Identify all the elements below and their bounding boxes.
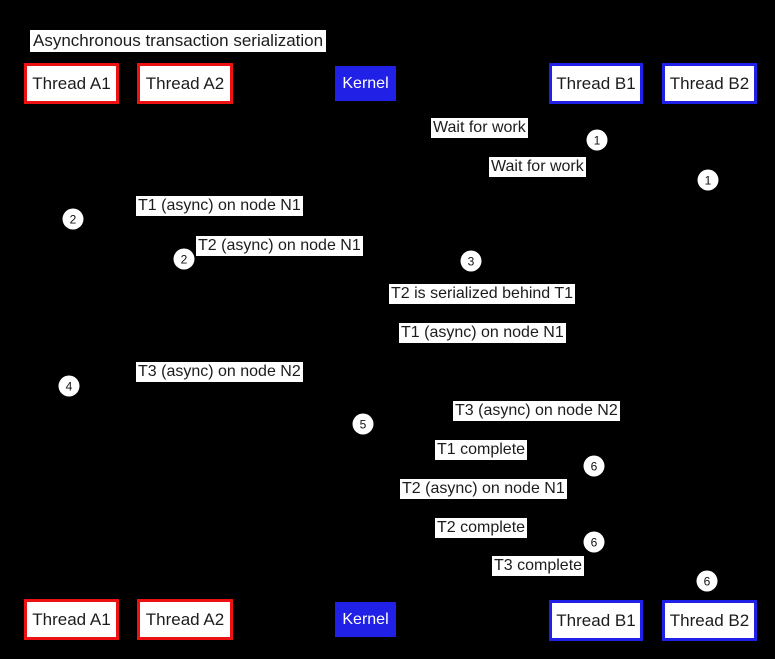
participant-box-thread-a2-bottom: Thread A2 xyxy=(137,599,233,640)
participant-box-kernel-bottom: Kernel xyxy=(335,602,396,637)
message-label: T3 (async) on node N2 xyxy=(453,401,620,421)
participant-box-thread-b1-top: Thread B1 xyxy=(549,63,643,104)
step-number-circle: 1 xyxy=(697,169,719,191)
step-number-circle: 6 xyxy=(583,531,605,553)
step-number-circle: 1 xyxy=(586,129,608,151)
message-label: T2 (async) on node N1 xyxy=(400,479,567,499)
message-label: Wait for work xyxy=(489,157,586,177)
message-label: T3 (async) on node N2 xyxy=(136,362,303,382)
message-label: T3 complete xyxy=(492,556,585,576)
message-label: T2 complete xyxy=(435,518,528,538)
participant-box-thread-b2-bottom: Thread B2 xyxy=(662,600,757,641)
participant-box-thread-a1-bottom: Thread A1 xyxy=(24,599,119,640)
step-number-circle: 6 xyxy=(696,570,718,592)
step-number-circle: 4 xyxy=(58,375,80,397)
participant-box-thread-b2-top: Thread B2 xyxy=(662,63,757,104)
message-label: T1 complete xyxy=(435,440,528,460)
step-number-circle: 3 xyxy=(460,250,482,272)
step-number-circle: 5 xyxy=(352,413,374,435)
participant-box-thread-a1-top: Thread A1 xyxy=(24,63,119,104)
participant-box-thread-b1-bottom: Thread B1 xyxy=(549,600,643,641)
message-label: T2 is serialized behind T1 xyxy=(389,284,576,304)
step-number-circle: 6 xyxy=(583,455,605,477)
participant-box-kernel-top: Kernel xyxy=(335,66,396,101)
participant-box-thread-a2-top: Thread A2 xyxy=(137,63,233,104)
message-label: T1 (async) on node N1 xyxy=(399,323,566,343)
message-label: T1 (async) on node N1 xyxy=(136,196,303,216)
step-number-circle: 2 xyxy=(62,208,84,230)
message-label: T2 (async) on node N1 xyxy=(196,236,363,256)
message-label: Wait for work xyxy=(431,118,528,138)
step-number-circle: 2 xyxy=(173,248,195,270)
diagram-title: Asynchronous transaction serialization xyxy=(30,30,327,52)
